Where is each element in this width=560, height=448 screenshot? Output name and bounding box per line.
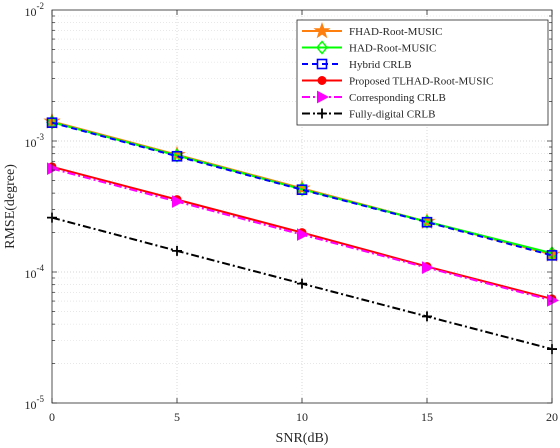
- data-point: [172, 245, 182, 256]
- y-tick-label: 10-4: [25, 263, 45, 281]
- x-tick-label: 5: [174, 410, 180, 424]
- data-point: [47, 162, 60, 175]
- legend-label: Proposed TLHAD-Root-MUSIC: [349, 76, 493, 88]
- data-point: [421, 214, 433, 229]
- legend-box: [296, 19, 549, 126]
- y-axis-label: RMSE(degree): [3, 164, 18, 249]
- data-point: [293, 179, 311, 196]
- legend-marker: [313, 21, 331, 39]
- series-line: [51, 121, 553, 257]
- data-point: [297, 228, 310, 241]
- data-point: [172, 195, 185, 208]
- x-tick-label: 0: [49, 410, 55, 424]
- data-point: [296, 184, 308, 195]
- data-point: [296, 182, 308, 197]
- legend-label: Corresponding CRLB: [349, 92, 446, 104]
- x-tick-label: 20: [546, 410, 558, 424]
- legend-item: Corresponding CRLB: [302, 90, 446, 104]
- x-tick-label: 10: [296, 410, 308, 424]
- data-point: [421, 216, 433, 228]
- x-tick-label: 15: [421, 410, 433, 424]
- legend: FHAD-Root-MUSIC HAD-Root-MUSIC Hybrid CRLB…: [296, 19, 549, 126]
- legend-label: HAD-Root-MUSIC: [349, 43, 436, 55]
- data-point: [547, 294, 560, 307]
- legend-marker: [317, 108, 327, 119]
- legend-marker: [317, 76, 327, 85]
- legend-item: Hybrid CRLB: [302, 58, 412, 71]
- data-point: [297, 278, 307, 289]
- legend-item: Fully-digital CRLB: [302, 108, 435, 121]
- legend-marker: [317, 90, 330, 104]
- legend-marker: [316, 40, 328, 55]
- y-tick-label: 10-3: [25, 132, 45, 150]
- x-axis-label: SNR(dB): [276, 431, 329, 446]
- data-point: [422, 261, 435, 274]
- y-tick-label: 10-5: [25, 394, 45, 412]
- legend-label: Hybrid CRLB: [349, 59, 412, 71]
- y-tick-label: 10-2: [25, 1, 45, 19]
- legend-item: FHAD-Root-MUSIC: [302, 21, 443, 39]
- data-point: [168, 145, 186, 163]
- data-point: [171, 150, 183, 162]
- legend-item: Proposed TLHAD-Root-MUSIC: [302, 76, 493, 88]
- legend-item: HAD-Root-MUSIC: [302, 40, 436, 55]
- data-point: [422, 311, 432, 322]
- legend-label: Fully-digital CRLB: [349, 109, 435, 121]
- legend-marker: [316, 58, 328, 70]
- series-corresponding-crlb: [47, 162, 560, 307]
- legend-label: FHAD-Root-MUSIC: [349, 26, 443, 38]
- plot-series: [43, 112, 560, 355]
- axis-ticks: 0 5 10 15 20 10-5 10-4 10-3 10-2: [25, 1, 559, 424]
